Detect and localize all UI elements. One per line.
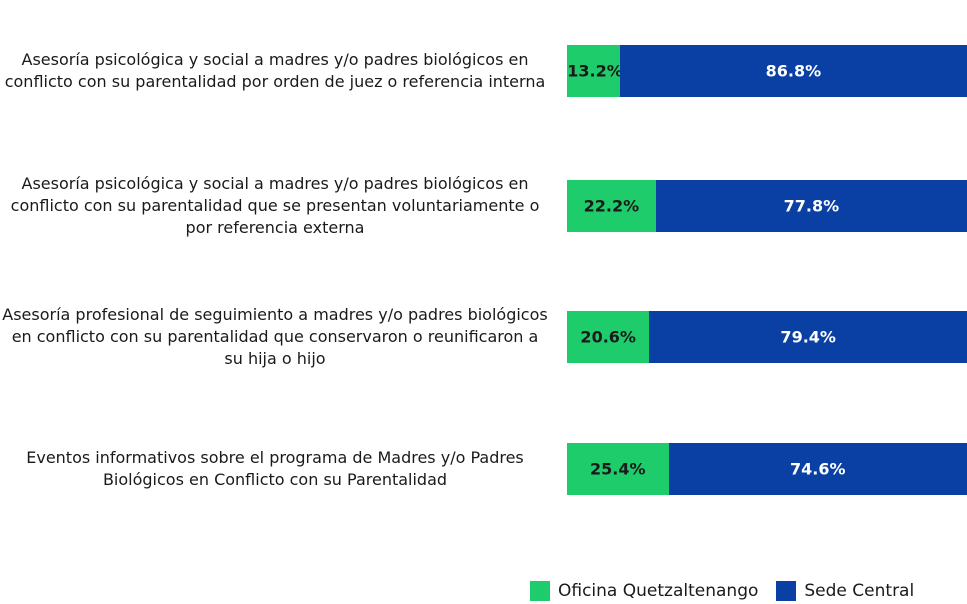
bar-segment xyxy=(649,311,967,363)
category-label: Asesoría psicológica y social a madres y… xyxy=(10,174,540,237)
data-label: 20.6% xyxy=(580,327,636,347)
bar-segment xyxy=(567,45,620,97)
data-label: 74.6% xyxy=(790,459,846,479)
legend-swatch xyxy=(776,581,797,601)
category-label: Asesoría profesional de seguimiento a ma… xyxy=(2,305,548,368)
bar-segment xyxy=(619,45,967,97)
data-label: 22.2% xyxy=(583,196,640,216)
bar-segment xyxy=(655,180,967,232)
data-label: 77.8% xyxy=(783,196,840,216)
bar-segment xyxy=(567,443,669,495)
legend-swatch xyxy=(530,581,550,601)
bar-segment xyxy=(567,180,656,232)
category-label: Eventos informativos sobre el programa d… xyxy=(26,448,524,489)
bar-segment xyxy=(567,311,650,363)
data-label: 79.4% xyxy=(780,327,836,347)
category-label: Asesoría psicológica y social a madres y… xyxy=(4,50,546,91)
data-label: 86.8% xyxy=(765,61,822,81)
legend-label: Sede Central xyxy=(804,581,915,601)
bar-segment xyxy=(668,443,967,495)
legend-label: Oficina Quetzaltenango xyxy=(558,581,759,601)
data-label: 25.4% xyxy=(590,459,646,479)
data-label: 13.2% xyxy=(567,61,623,81)
